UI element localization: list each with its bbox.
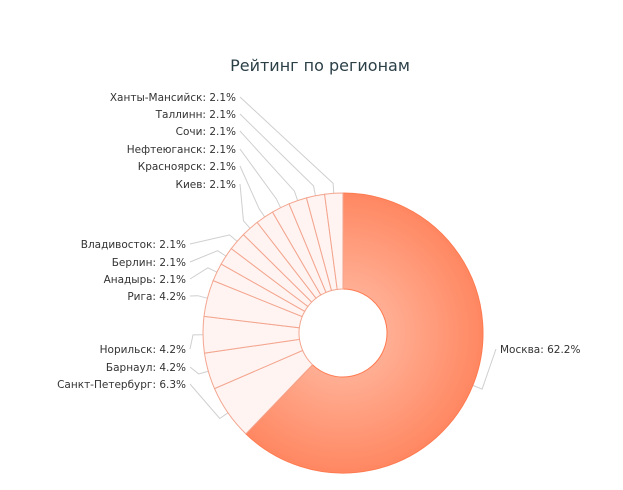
slice-label: Таллинн: 2.1% (155, 109, 236, 121)
leader-line (239, 148, 282, 208)
leader-line (189, 295, 208, 299)
slice-labels: Москва: 62.2% Санкт-Петербург: 6.3% Барнау… (57, 92, 580, 391)
slice-label: Ханты-Мансийск: 2.1% (110, 92, 236, 104)
leader-line (189, 250, 227, 263)
leader-line (189, 234, 238, 245)
leader-line (189, 366, 209, 375)
donut-slices (202, 192, 484, 474)
slice-0 (245, 192, 484, 474)
leader-line (239, 165, 266, 218)
leader-line (189, 334, 204, 350)
slice-label: Красноярск: 2.1% (138, 161, 236, 173)
slice-label: Нефтеюганск: 2.1% (127, 144, 236, 156)
slice-label: Москва: 62.2% (500, 344, 580, 356)
slice-label: Анадырь: 2.1% (104, 274, 186, 286)
slice-13 (324, 192, 344, 290)
slice-label: Владивосток: 2.1% (81, 239, 186, 251)
leader-line (189, 267, 218, 280)
slice-label: Норильск: 4.2% (100, 344, 186, 356)
leader-line (189, 383, 229, 420)
leader-line (239, 183, 251, 229)
slice-label: Рига: 4.2% (127, 291, 186, 303)
leader-line (472, 348, 497, 390)
leader-lines (189, 96, 497, 420)
chart-title: Рейтинг по регионам (230, 56, 410, 75)
slice-label: Киев: 2.1% (176, 179, 237, 191)
slice-label: Барнаул: 4.2% (106, 362, 186, 374)
slice-label: Сочи: 2.1% (176, 126, 236, 138)
leader-line (239, 130, 299, 201)
slice-label: Санкт-Петербург: 6.3% (57, 379, 186, 391)
leader-line (239, 96, 335, 194)
slice-label: Берлин: 2.1% (112, 257, 186, 269)
leader-line (239, 113, 316, 196)
